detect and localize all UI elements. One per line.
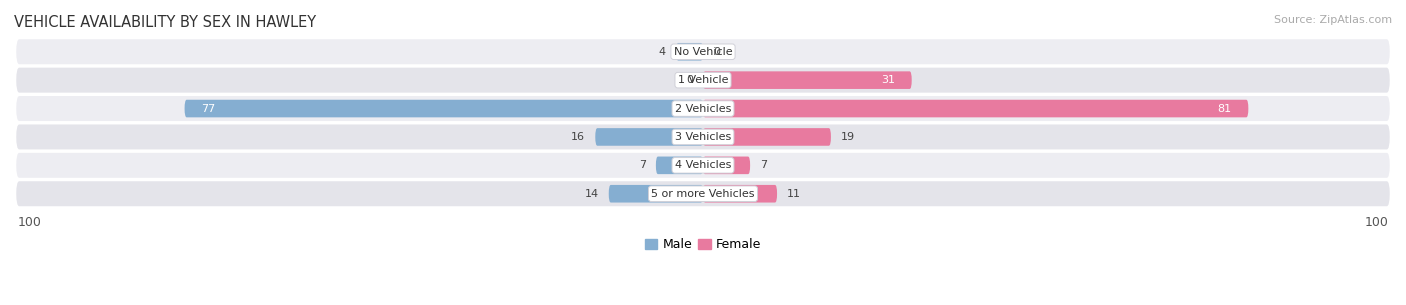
Text: 16: 16 [571, 132, 585, 142]
Text: 2 Vehicles: 2 Vehicles [675, 104, 731, 113]
Text: 7: 7 [761, 160, 768, 170]
Text: 11: 11 [787, 189, 801, 199]
Text: 31: 31 [882, 75, 894, 85]
FancyBboxPatch shape [703, 128, 831, 146]
FancyBboxPatch shape [676, 43, 703, 61]
FancyBboxPatch shape [17, 153, 1389, 178]
FancyBboxPatch shape [703, 156, 751, 174]
FancyBboxPatch shape [17, 68, 1389, 93]
FancyBboxPatch shape [703, 185, 778, 203]
FancyBboxPatch shape [703, 71, 911, 89]
Text: 4 Vehicles: 4 Vehicles [675, 160, 731, 170]
FancyBboxPatch shape [703, 100, 1249, 117]
FancyBboxPatch shape [655, 156, 703, 174]
FancyBboxPatch shape [595, 128, 703, 146]
FancyBboxPatch shape [609, 185, 703, 203]
FancyBboxPatch shape [17, 39, 1389, 64]
Text: 7: 7 [638, 160, 645, 170]
Text: 81: 81 [1218, 104, 1232, 113]
FancyBboxPatch shape [17, 124, 1389, 149]
FancyBboxPatch shape [184, 100, 703, 117]
Text: 4: 4 [659, 47, 666, 57]
Text: 19: 19 [841, 132, 855, 142]
Text: 5 or more Vehicles: 5 or more Vehicles [651, 189, 755, 199]
Text: 0: 0 [713, 47, 720, 57]
Text: 14: 14 [585, 189, 599, 199]
FancyBboxPatch shape [17, 96, 1389, 121]
FancyBboxPatch shape [17, 181, 1389, 206]
Text: No Vehicle: No Vehicle [673, 47, 733, 57]
Text: 1 Vehicle: 1 Vehicle [678, 75, 728, 85]
Text: Source: ZipAtlas.com: Source: ZipAtlas.com [1274, 15, 1392, 25]
Text: VEHICLE AVAILABILITY BY SEX IN HAWLEY: VEHICLE AVAILABILITY BY SEX IN HAWLEY [14, 15, 316, 30]
Text: 0: 0 [686, 75, 693, 85]
Text: 3 Vehicles: 3 Vehicles [675, 132, 731, 142]
Legend: Male, Female: Male, Female [640, 233, 766, 256]
Text: 77: 77 [201, 104, 215, 113]
